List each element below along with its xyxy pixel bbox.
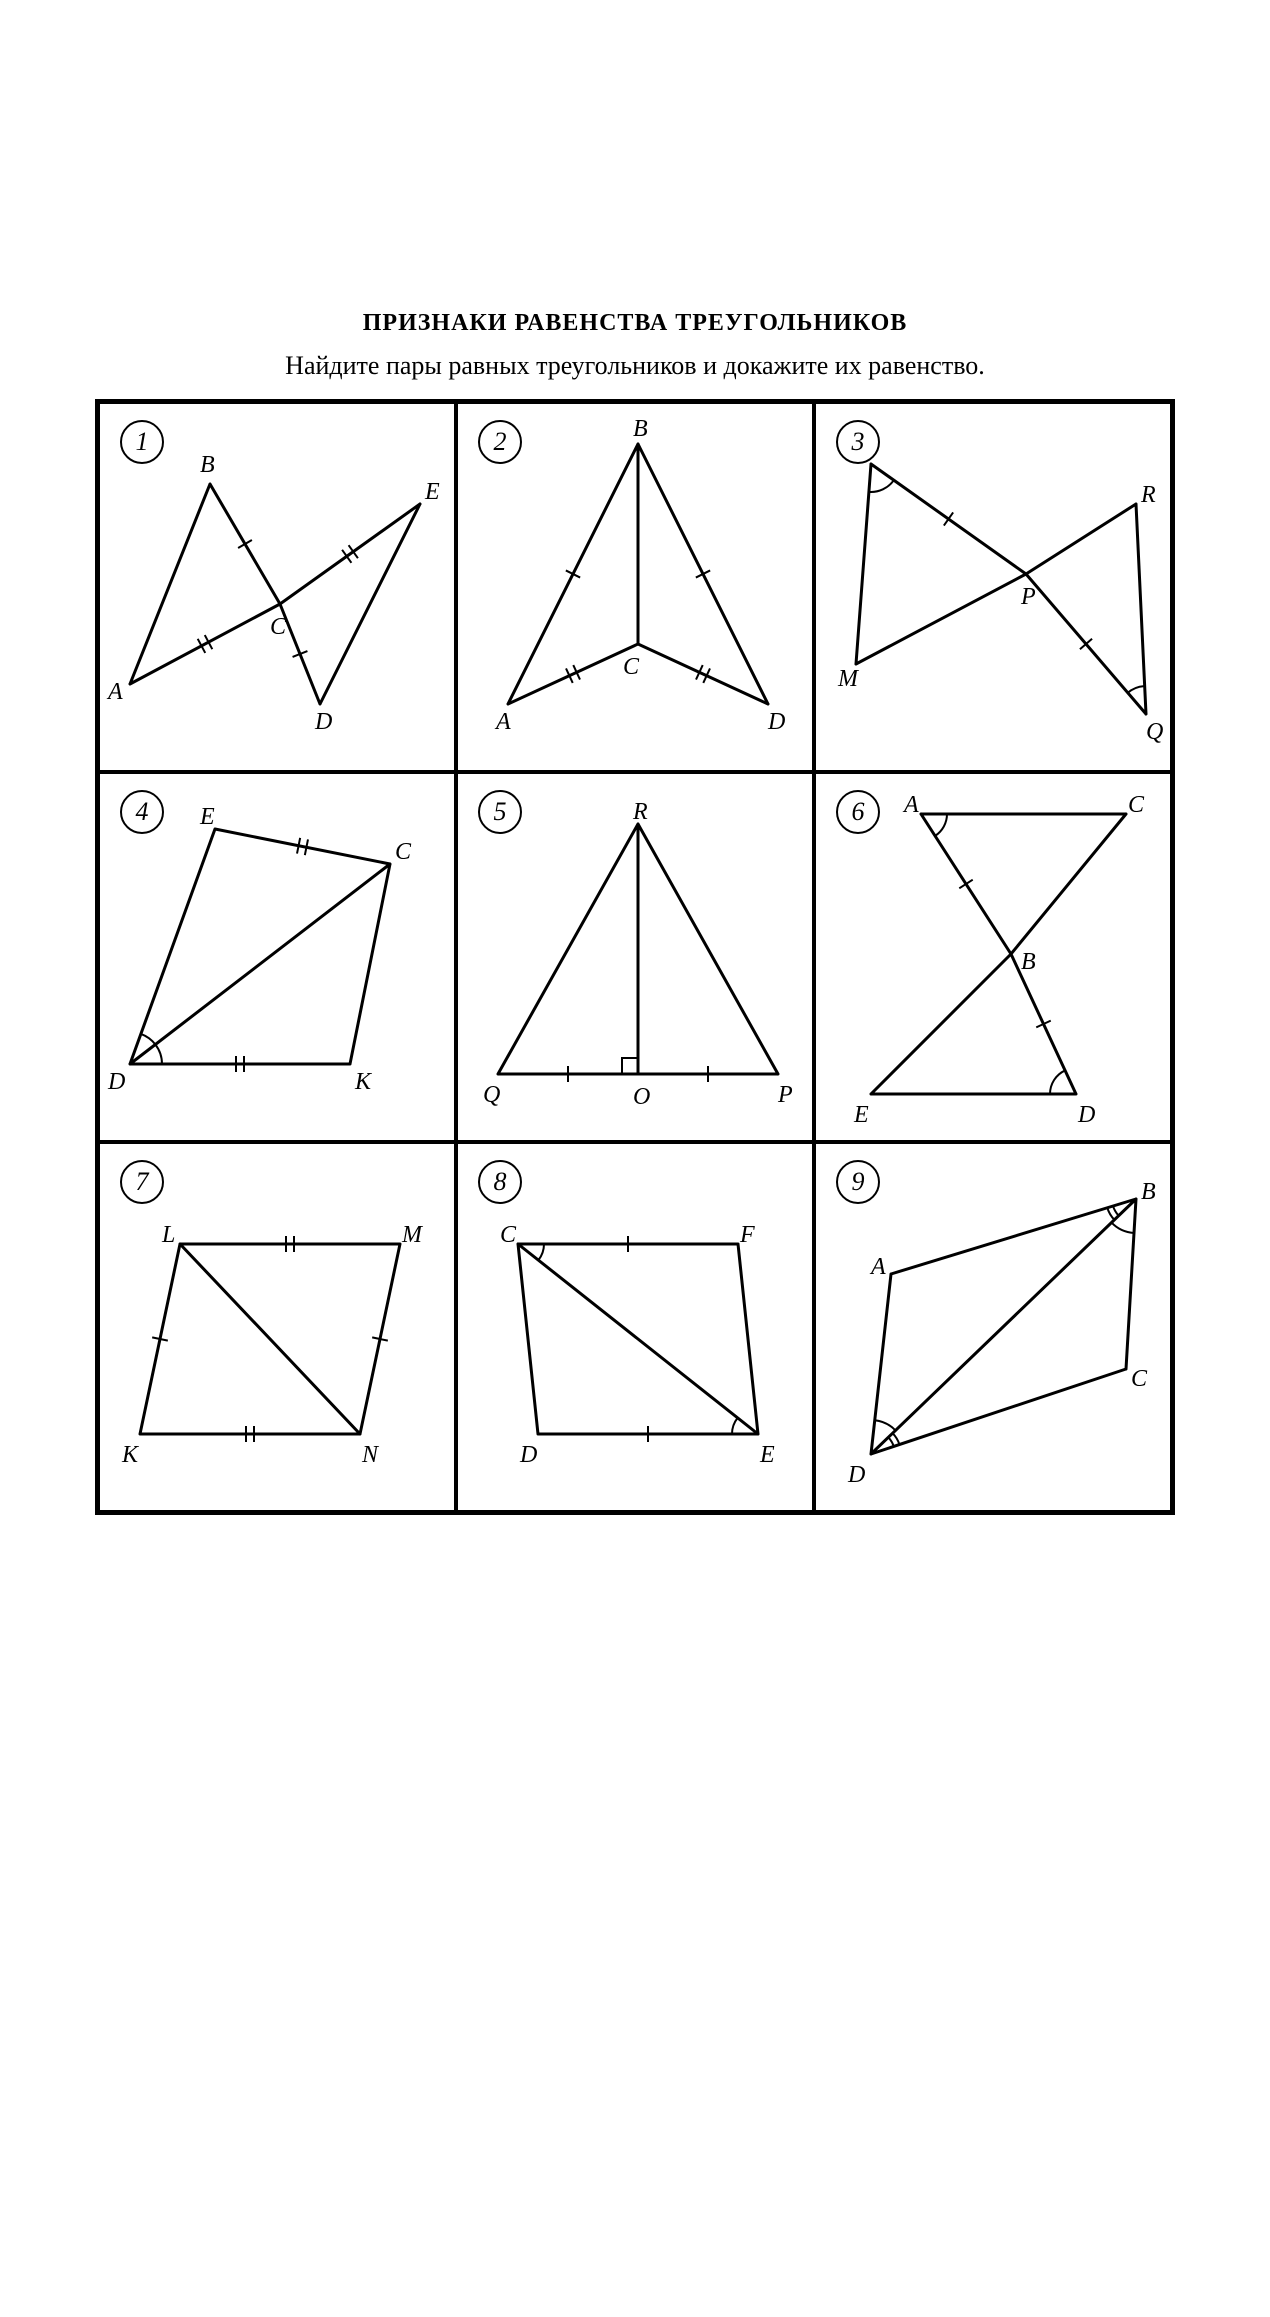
vertex-label: F xyxy=(740,1222,755,1249)
vertex-label: O xyxy=(633,1084,650,1111)
vertex-label: A xyxy=(108,679,123,706)
vertex-label: D xyxy=(108,1069,125,1096)
vertex-label: C xyxy=(395,839,411,866)
vertex-label: C xyxy=(623,654,639,681)
vertex-label: K xyxy=(355,1069,371,1096)
vertex-label: C xyxy=(1131,1366,1147,1393)
vertex-label: Q xyxy=(1146,719,1163,746)
cell-number-badge: 3 xyxy=(836,420,880,464)
diagram-cell-7: 7 L M K N xyxy=(98,1142,456,1512)
diagram-cell-2: 2 A B C D xyxy=(456,402,814,772)
vertex-label: D xyxy=(768,709,785,736)
diagram-grid: 1ABCDE2ABCD3NMPRQ4ECDK5RQOP6ACBED7LMKN8C… xyxy=(95,399,1175,1515)
vertex-label: A xyxy=(871,1254,886,1281)
vertex-label: A xyxy=(496,709,511,736)
vertex-label: E xyxy=(425,479,440,506)
vertex-label: M xyxy=(402,1222,422,1249)
diagram-cell-3: 3NMPRQ xyxy=(814,402,1172,772)
vertex-label: C xyxy=(1128,792,1144,819)
vertex-label: B xyxy=(1021,949,1036,976)
vertex-label: B xyxy=(633,416,648,443)
vertex-label: N xyxy=(362,1442,378,1469)
vertex-label: B xyxy=(200,452,215,479)
vertex-label: E xyxy=(854,1102,869,1129)
diagram-cell-6: 6A C B E D xyxy=(814,772,1172,1142)
vertex-label: R xyxy=(633,799,648,826)
vertex-label: D xyxy=(315,709,332,736)
vertex-label: E xyxy=(760,1442,775,1469)
vertex-label: C xyxy=(270,614,286,641)
vertex-label: D xyxy=(1078,1102,1095,1129)
cell-number-badge: 6 xyxy=(836,790,880,834)
diagram-cell-8: 8 C F D E xyxy=(456,1142,814,1512)
vertex-label: P xyxy=(1021,584,1036,611)
cell-number-badge: 5 xyxy=(478,790,522,834)
vertex-label: L xyxy=(162,1222,175,1249)
vertex-label: D xyxy=(848,1462,865,1489)
diagram-cell-4: 4 E C D K xyxy=(98,772,456,1142)
cell-number-badge: 8 xyxy=(478,1160,522,1204)
vertex-label: P xyxy=(778,1082,793,1109)
page-subtitle: Найдите пары равных треугольников и дока… xyxy=(0,351,1270,381)
cell-number-badge: 7 xyxy=(120,1160,164,1204)
cell-number-badge: 4 xyxy=(120,790,164,834)
vertex-label: E xyxy=(200,804,215,831)
vertex-label: A xyxy=(904,792,919,819)
diagram-cell-9: 9 A B C D xyxy=(814,1142,1172,1512)
vertex-label: Q xyxy=(483,1082,500,1109)
cell-number-badge: 2 xyxy=(478,420,522,464)
cell-number-badge: 1 xyxy=(120,420,164,464)
cell-number-badge: 9 xyxy=(836,1160,880,1204)
vertex-label: M xyxy=(838,666,858,693)
vertex-label: D xyxy=(520,1442,537,1469)
vertex-label: B xyxy=(1141,1179,1156,1206)
worksheet-page: ПРИЗНАКИ РАВЕНСТВА ТРЕУГОЛЬНИКОВ Найдите… xyxy=(0,0,1270,2317)
page-title: ПРИЗНАКИ РАВЕНСТВА ТРЕУГОЛЬНИКОВ xyxy=(0,310,1270,337)
diagram-cell-5: 5 R Q O P xyxy=(456,772,814,1142)
diagram-cell-1: 1 A B C D E xyxy=(98,402,456,772)
vertex-label: R xyxy=(1141,482,1156,509)
vertex-label: K xyxy=(122,1442,138,1469)
vertex-label: C xyxy=(500,1222,516,1249)
